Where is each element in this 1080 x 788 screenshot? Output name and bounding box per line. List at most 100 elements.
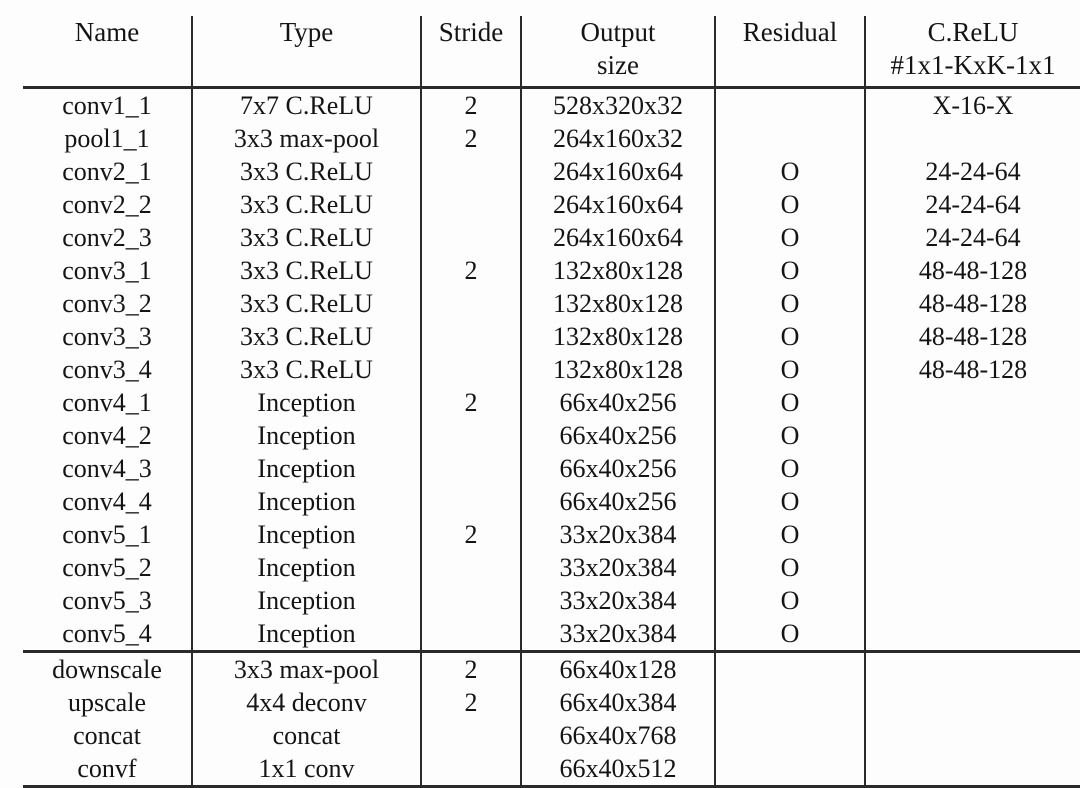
cell-crelu [864,719,1080,752]
table-row: conv2_3 3x3 C.ReLU 264x160x64 O 24-24-64 [23,221,1080,254]
table-row: conv3_2 3x3 C.ReLU 132x80x128 O 48-48-128 [23,287,1080,320]
cell-output: 264x160x64 [520,188,715,221]
cell-output: 264x160x32 [520,122,715,155]
column-header-crelu: C.ReLU #1x1-KxK-1x1 [864,16,1080,89]
column-header-residual: Residual [714,16,865,89]
cell-output: 132x80x128 [520,353,715,386]
cell-stride: 2 [420,386,521,419]
cell-name: conv5_3 [62,586,152,615]
table-row: conv5_2 Inception 33x20x384 O [23,551,1080,584]
cell-residual: O [714,419,865,452]
table-row: conv4_4 Inception 66x40x256 O [23,485,1080,518]
cell-crelu: 48-48-128 [864,254,1080,287]
table-row: conv3_4 3x3 C.ReLU 132x80x128 O 48-48-128 [23,353,1080,386]
cell-crelu [864,650,1080,686]
cell-stride: 2 [420,650,521,686]
column-header-stride: Stride [420,16,521,89]
cell-stride: 2 [420,518,521,551]
cell-crelu: 48-48-128 [864,320,1080,353]
cell-stride: 2 [420,686,521,719]
table-row: concat concat 66x40x768 [23,719,1080,752]
table-row: conv4_2 Inception 66x40x256 O [23,419,1080,452]
cell-crelu [864,419,1080,452]
cell-residual: O [714,188,865,221]
cell-stride [420,752,521,787]
cell-residual [714,650,865,686]
table-row: pool1_1 3x3 max-pool 2 264x160x32 [23,122,1080,155]
cell-type: Inception [191,551,421,584]
cell-output: 66x40x768 [520,719,715,752]
cell-output: 66x40x256 [520,452,715,485]
cell-type: concat [191,719,421,752]
cell-residual: O [714,452,865,485]
cell-crelu [864,386,1080,419]
cell-stride: 2 [420,87,521,122]
cell-crelu: 24-24-64 [864,188,1080,221]
cell-type: Inception [191,419,421,452]
table-row: conv4_1 Inception 2 66x40x256 O [23,386,1080,419]
cell-crelu [864,485,1080,518]
cell-output: 33x20x384 [520,518,715,551]
table-row: conv2_2 3x3 C.ReLU 264x160x64 O 24-24-64 [23,188,1080,221]
cell-crelu [864,551,1080,584]
cell-crelu: 48-48-128 [864,287,1080,320]
table-row: conv5_3 Inception 33x20x384 O [23,584,1080,617]
cell-crelu [864,617,1080,652]
table-row: downscale 3x3 max-pool 2 66x40x128 [23,650,1080,686]
cell-stride [420,419,521,452]
cell-name: conv2_3 [62,223,152,252]
cell-type: 3x3 C.ReLU [191,320,421,353]
cell-name: conv5_2 [62,553,152,582]
cell-crelu [864,584,1080,617]
cell-output: 528x320x32 [520,87,715,122]
cell-stride [420,617,521,652]
cell-name: conv1_1 [62,91,152,120]
cell-output: 264x160x64 [520,155,715,188]
cell-name: conv2_2 [62,190,152,219]
cell-residual [714,719,865,752]
cell-type: 3x3 C.ReLU [191,155,421,188]
cell-residual: O [714,155,865,188]
table-row: conv5_1 Inception 2 33x20x384 O [23,518,1080,551]
cell-name: pool1_1 [64,124,150,153]
cell-residual: O [714,617,865,652]
cell-type: 3x3 max-pool [191,122,421,155]
table-row: convf 1x1 conv 66x40x512 [23,752,1080,787]
cell-stride [420,551,521,584]
cell-name: conv3_2 [62,289,152,318]
cell-crelu [864,518,1080,551]
cell-name: conv4_4 [62,487,152,516]
cell-residual: O [714,485,865,518]
cell-residual: O [714,320,865,353]
cell-type: 7x7 C.ReLU [191,87,421,122]
cell-stride [420,584,521,617]
table-body-fusion: downscale 3x3 max-pool 2 66x40x128 upscale 4x… [23,650,1080,787]
cell-crelu: 48-48-128 [864,353,1080,386]
cell-crelu [864,452,1080,485]
cell-name: conv2_1 [62,157,152,186]
cell-output: 66x40x256 [520,386,715,419]
cell-stride [420,287,521,320]
cell-name: conv3_4 [62,355,152,384]
cell-name: downscale [23,650,192,686]
cell-stride: 2 [420,254,521,287]
cell-output: 33x20x384 [520,617,715,652]
table-row: upscale 4x4 deconv 2 66x40x384 [23,686,1080,719]
cell-stride [420,155,521,188]
cell-residual [714,686,865,719]
cell-crelu [864,686,1080,719]
table-row: conv2_1 3x3 C.ReLU 264x160x64 O 24-24-64 [23,155,1080,188]
network-architecture-table: Name Type Stride Output size Residual C.… [23,16,1080,788]
cell-type: 3x3 C.ReLU [191,254,421,287]
cell-output: 66x40x128 [520,650,715,686]
column-header-type: Type [191,16,421,89]
cell-residual: O [714,584,865,617]
cell-type: 3x3 max-pool [191,650,421,686]
cell-type: 3x3 C.ReLU [191,221,421,254]
cell-residual [714,752,865,787]
table-row: conv4_3 Inception 66x40x256 O [23,452,1080,485]
table-body-backbone: conv1_1 7x7 C.ReLU 2 528x320x32 X-16-X pool1_… [23,87,1080,652]
cell-name: upscale [68,688,146,717]
cell-crelu [864,122,1080,155]
cell-output: 264x160x64 [520,221,715,254]
